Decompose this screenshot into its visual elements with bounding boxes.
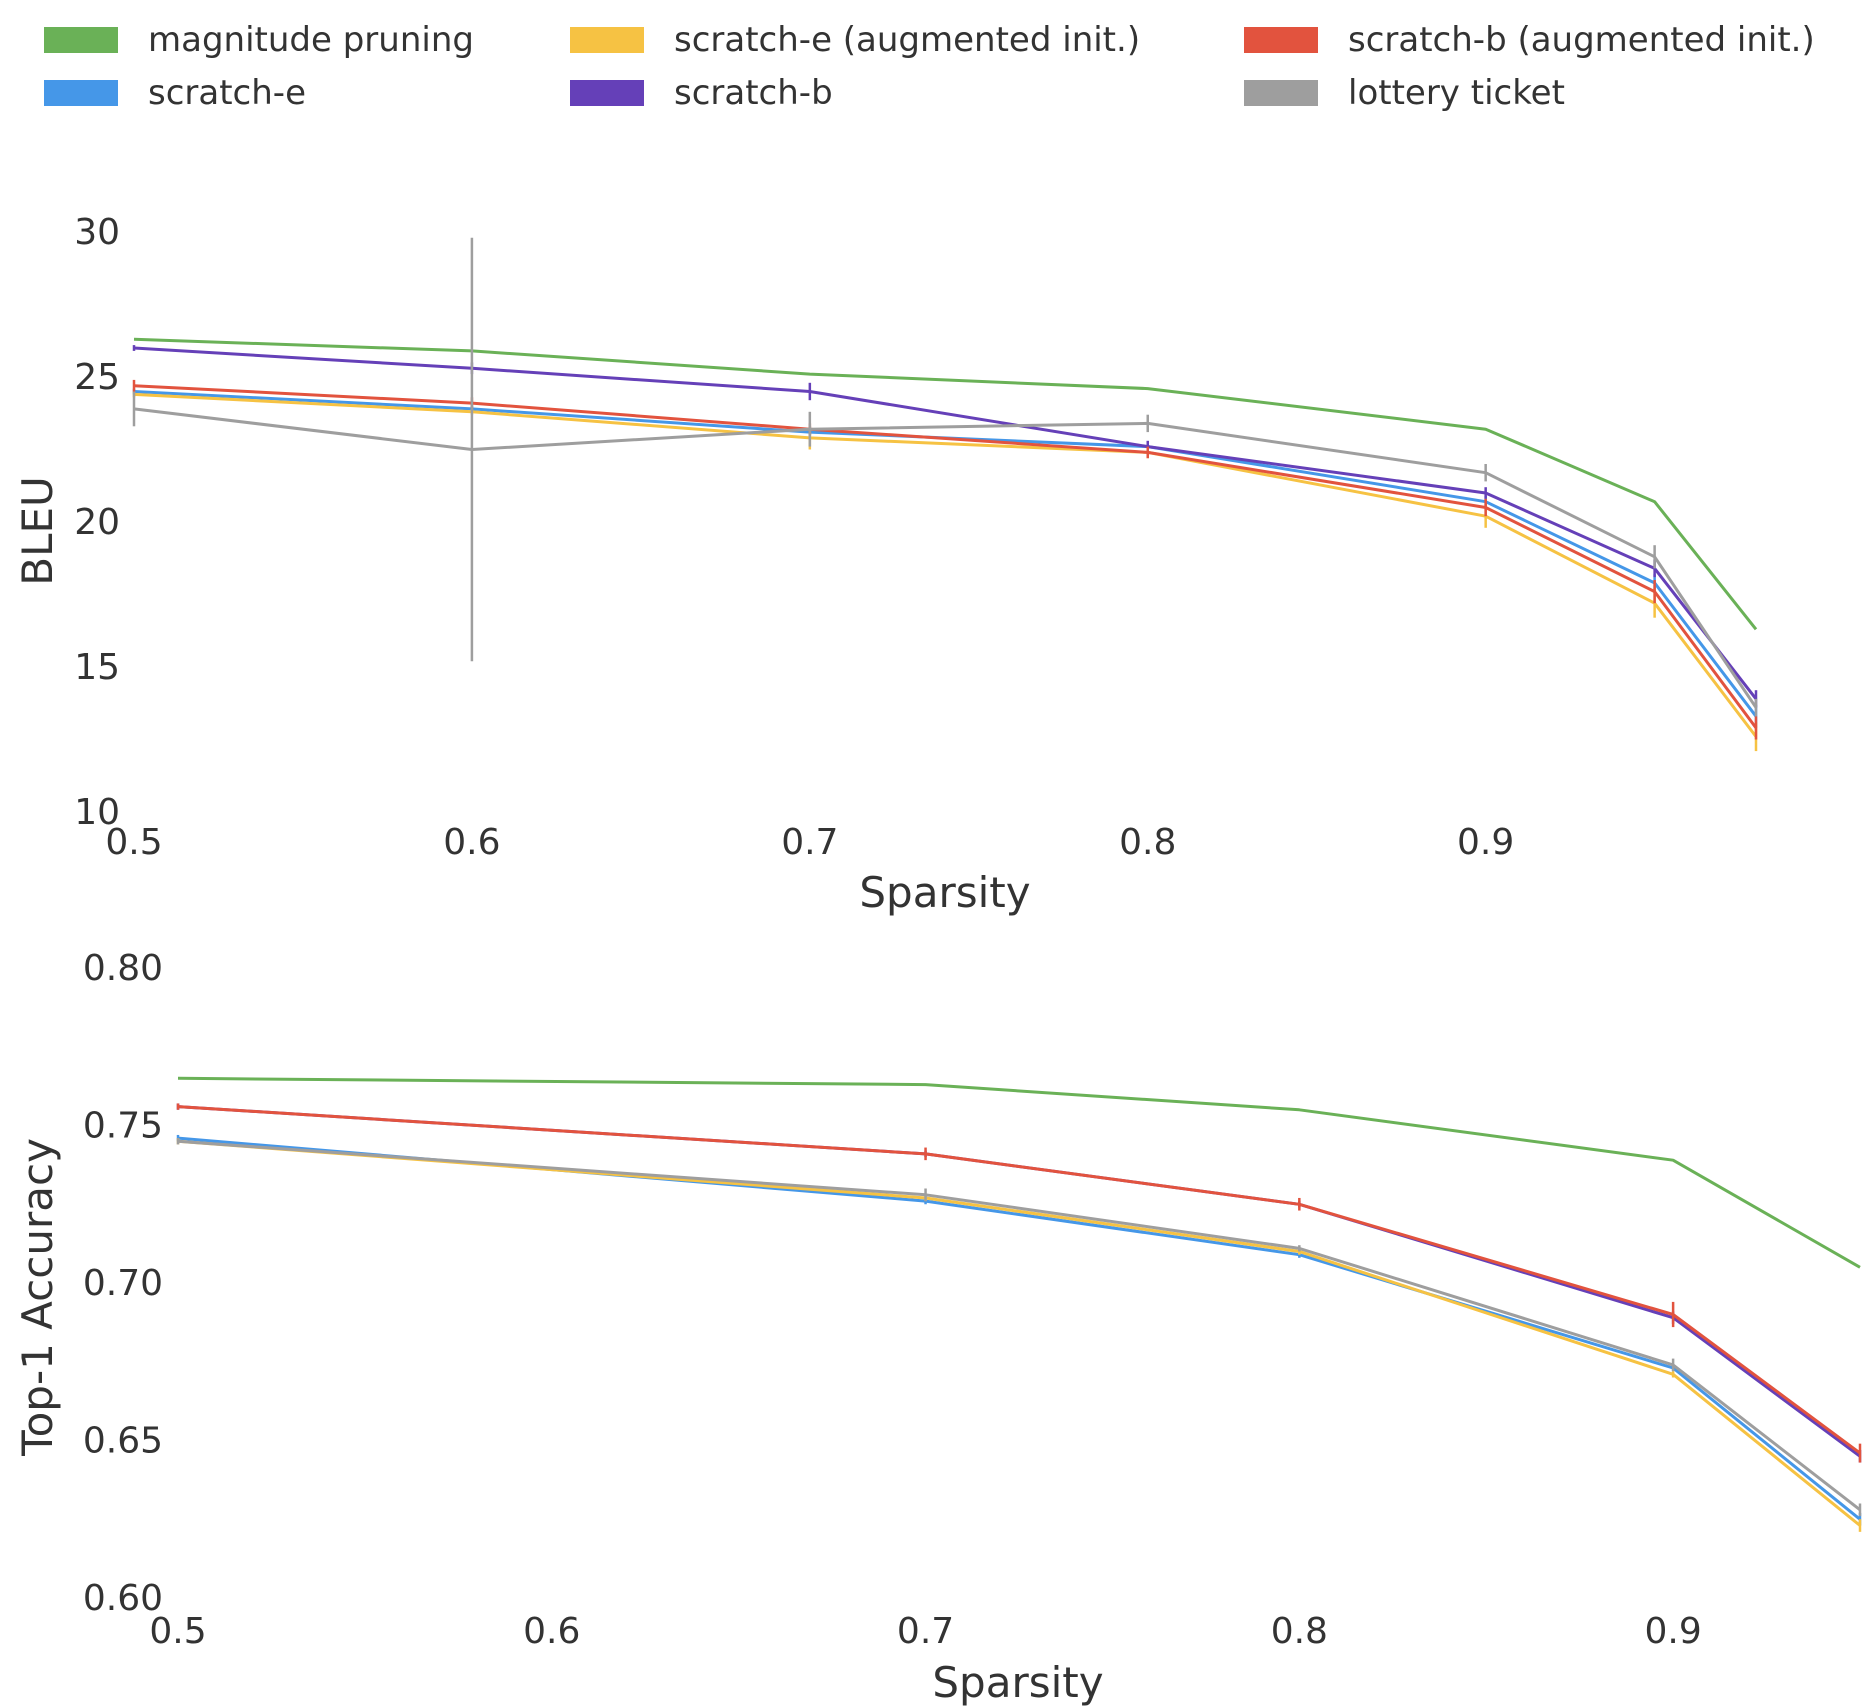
x-tick-label: 0.9 [1457, 822, 1514, 863]
series-line [133, 407, 1758, 709]
legend-label: magnitude pruning [148, 20, 474, 60]
legend-item-scratch-e-augmented: scratch-e (augmented init.) [570, 20, 1140, 60]
y-tick-label: 10 [74, 792, 120, 833]
y-tick-label: 0.60 [83, 1578, 163, 1619]
series-lottery-ticket [132, 237, 1758, 717]
legend-item-magnitude-pruning: magnitude pruning [44, 20, 474, 60]
legend-swatch [1244, 27, 1318, 53]
x-tick-label: 0.7 [897, 1611, 954, 1652]
y-axis-label: Top-1 Accuracy [13, 1138, 62, 1457]
x-axis-label: Sparsity [932, 1658, 1103, 1707]
x-tick-label: 0.7 [781, 822, 838, 863]
series-line [177, 1139, 1861, 1527]
y-tick-label: 0.80 [83, 948, 163, 989]
x-tick-label: 0.5 [149, 1611, 206, 1652]
legend-item-scratch-b-augmented: scratch-b (augmented init.) [1244, 20, 1815, 60]
y-tick-label: 20 [74, 502, 120, 543]
legend-item-scratch-b: scratch-b [570, 73, 833, 113]
series-magnitude-pruning [133, 337, 1758, 631]
legend-swatch [44, 80, 118, 106]
x-tick-label: 0.6 [523, 1611, 580, 1652]
y-tick-label: 0.75 [83, 1106, 163, 1147]
legend-item-scratch-e: scratch-e [44, 73, 306, 113]
series-line [133, 392, 1758, 738]
series-lottery-ticket [176, 1138, 1862, 1517]
series-line [177, 1136, 1861, 1521]
chart-1: 10 15 20 25 30 0.5 0.6 0.7 0.8 0.9 Sparsity BLEU [13, 212, 1758, 917]
x-tick-label: 0.6 [443, 822, 500, 863]
x-tick-label: 0.8 [1271, 1611, 1328, 1652]
chart-2: 0.60 0.65 0.70 0.75 0.80 0.5 0.6 0.7 0.8 0.9 Spars… [13, 948, 1862, 1707]
y-axis-label: BLEU [13, 476, 62, 586]
chart-legend: magnitude pruning scratch-e scratch-e (a… [0, 0, 1872, 120]
legend-swatch [570, 27, 644, 53]
y-tick-label: 15 [74, 647, 120, 688]
legend-label: scratch-b (augmented init.) [1348, 20, 1815, 60]
series-line [133, 346, 1758, 700]
series-scratch-e-augmented-init- [176, 1138, 1862, 1532]
y-tick-label: 30 [74, 212, 120, 253]
series-line [177, 1139, 1861, 1511]
x-tick-label: 0.9 [1644, 1611, 1701, 1652]
x-tick-label: 0.8 [1119, 822, 1176, 863]
legend-swatch [44, 27, 118, 53]
x-tick-label: 0.5 [105, 822, 162, 863]
series-line [133, 337, 1758, 631]
series-scratch-b [176, 1103, 1862, 1463]
y-tick-label: 0.65 [83, 1421, 163, 1462]
legend-label: scratch-e [148, 73, 306, 113]
series-magnitude-pruning [177, 1076, 1861, 1269]
legend-swatch [570, 80, 644, 106]
series-scratch-b-augmented-init- [176, 1103, 1862, 1463]
series-scratch-e-augmented-init- [132, 391, 1758, 752]
y-tick-label: 25 [74, 357, 120, 398]
series-scratch-e [176, 1134, 1862, 1526]
legend-label: scratch-e (augmented init.) [674, 20, 1141, 60]
legend-label: lottery ticket [1348, 73, 1565, 113]
y-tick-label: 0.70 [83, 1263, 163, 1304]
x-axis-label: Sparsity [859, 868, 1030, 917]
series-scratch-b-augmented-init- [132, 379, 1758, 740]
legend-label: scratch-b [674, 73, 833, 113]
series-line [177, 1076, 1861, 1269]
legend-swatch [1244, 80, 1318, 106]
legend-item-lottery-ticket: lottery ticket [1244, 73, 1565, 113]
